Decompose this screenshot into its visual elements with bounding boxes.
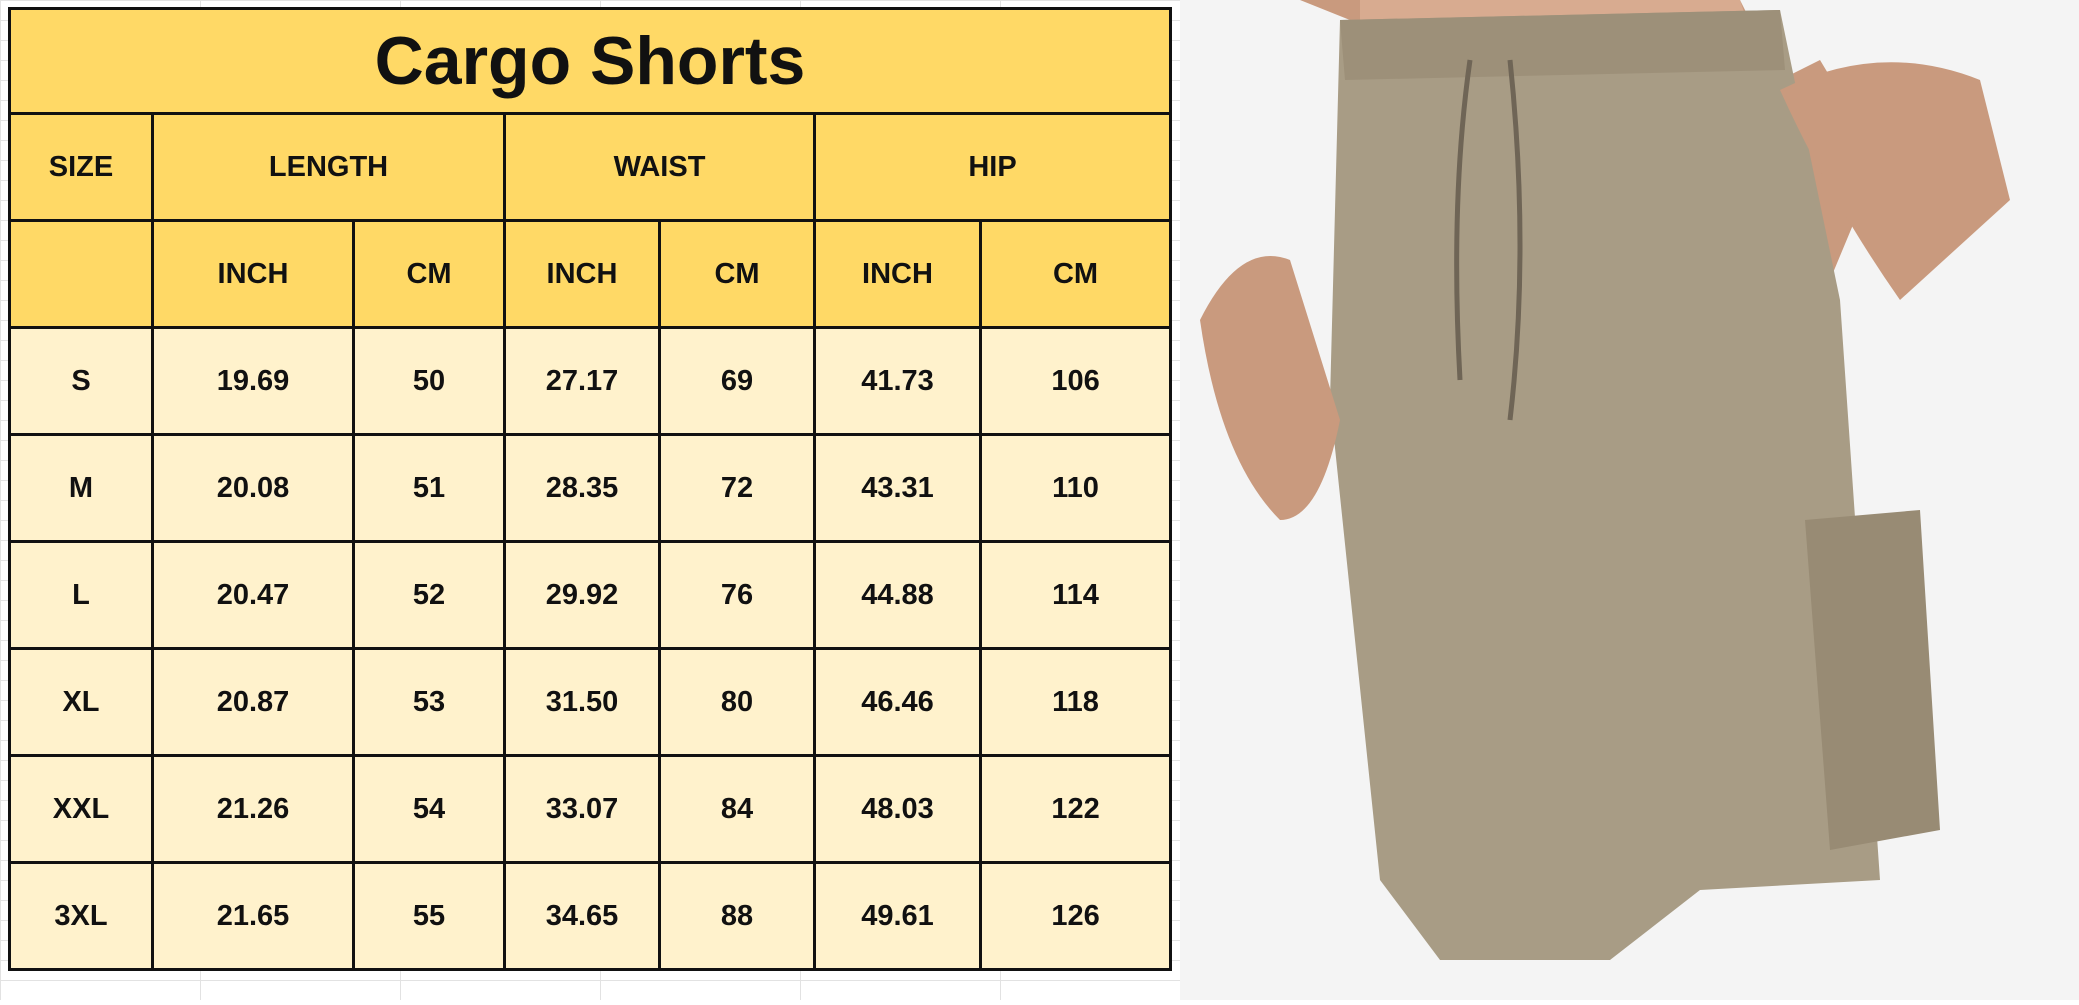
measurement-cell: 106: [978, 326, 1173, 436]
measurement-cell: 19.69: [151, 326, 355, 436]
chart-title: Cargo Shorts: [7, 7, 1173, 115]
size-cell: L: [8, 540, 154, 650]
measurement-cell: 52: [352, 540, 506, 650]
unit-header: INCH: [813, 219, 982, 329]
measurement-cell: 55: [352, 861, 506, 971]
measurement-cell: 84: [658, 754, 816, 864]
header-blank: [8, 219, 154, 329]
measurement-cell: 88: [658, 861, 816, 971]
header-size: SIZE: [8, 112, 154, 222]
header-length: LENGTH: [151, 112, 506, 222]
measurement-cell: 29.92: [503, 540, 661, 650]
measurement-cell: 80: [658, 647, 816, 757]
measurement-cell: 43.31: [813, 433, 982, 543]
table-row: L 20.47 52 29.92 76 44.88 114: [8, 540, 1173, 650]
measurement-cell: 20.47: [151, 540, 355, 650]
measurement-cell: 122: [978, 754, 1173, 864]
cargo-pocket: [1805, 510, 1940, 850]
header-waist: WAIST: [503, 112, 816, 222]
table-row: XXL 21.26 54 33.07 84 48.03 122: [8, 754, 1173, 864]
measurement-cell: 53: [352, 647, 506, 757]
size-cell: S: [8, 326, 154, 436]
measurement-cell: 31.50: [503, 647, 661, 757]
header-hip: HIP: [812, 112, 1173, 222]
measurement-cell: 34.65: [503, 861, 661, 971]
measurement-cell: 118: [978, 647, 1173, 757]
measurement-cell: 21.26: [151, 754, 355, 864]
size-cell: XXL: [8, 754, 154, 864]
table-row: XL 20.87 53 31.50 80 46.46 118: [8, 647, 1173, 757]
table-row: M 20.08 51 28.35 72 43.31 110: [8, 433, 1173, 543]
measurement-cell: 69: [658, 326, 816, 436]
left-hand: [1200, 256, 1340, 520]
table-body: S 19.69 50 27.17 69 41.73 106 M 20.08 51 28.35 72 43…: [8, 326, 1173, 971]
measurement-cell: 33.07: [503, 754, 661, 864]
unit-header: CM: [978, 219, 1173, 329]
measurement-cell: 110: [978, 433, 1173, 543]
shorts-body: [1330, 10, 1880, 960]
measurement-cell: 48.03: [813, 754, 982, 864]
size-chart-table: Cargo Shorts SIZE LENGTH WAIST HIP INCH …: [7, 7, 1173, 971]
measurement-cell: 28.35: [503, 433, 661, 543]
measurement-cell: 49.61: [813, 861, 982, 971]
measurement-cell: 27.17: [503, 326, 661, 436]
measurement-cell: 20.87: [151, 647, 355, 757]
measurement-cell: 46.46: [813, 647, 982, 757]
measurement-cell: 41.73: [813, 326, 982, 436]
measurement-cell: 54: [352, 754, 506, 864]
cargo-shorts-image: [1200, 0, 2010, 960]
unit-header: INCH: [151, 219, 355, 329]
measurement-cell: 21.65: [151, 861, 355, 971]
size-cell: 3XL: [8, 861, 154, 971]
unit-header: CM: [658, 219, 816, 329]
measurement-cell: 44.88: [813, 540, 982, 650]
measurement-cell: 51: [352, 433, 506, 543]
measurement-cell: 50: [352, 326, 506, 436]
unit-header: CM: [352, 219, 506, 329]
size-cell: M: [8, 433, 154, 543]
measurement-cell: 72: [658, 433, 816, 543]
measurement-cell: 20.08: [151, 433, 355, 543]
table-row: 3XL 21.65 55 34.65 88 49.61 126: [8, 861, 1173, 971]
product-photo: [1180, 0, 2079, 1000]
size-cell: XL: [8, 647, 154, 757]
measurement-cell: 126: [978, 861, 1173, 971]
measurement-cell: 114: [978, 540, 1173, 650]
measurement-cell: 76: [658, 540, 816, 650]
table-row: S 19.69 50 27.17 69 41.73 106: [8, 326, 1173, 436]
unit-header: INCH: [503, 219, 661, 329]
right-hand: [1780, 62, 2010, 300]
